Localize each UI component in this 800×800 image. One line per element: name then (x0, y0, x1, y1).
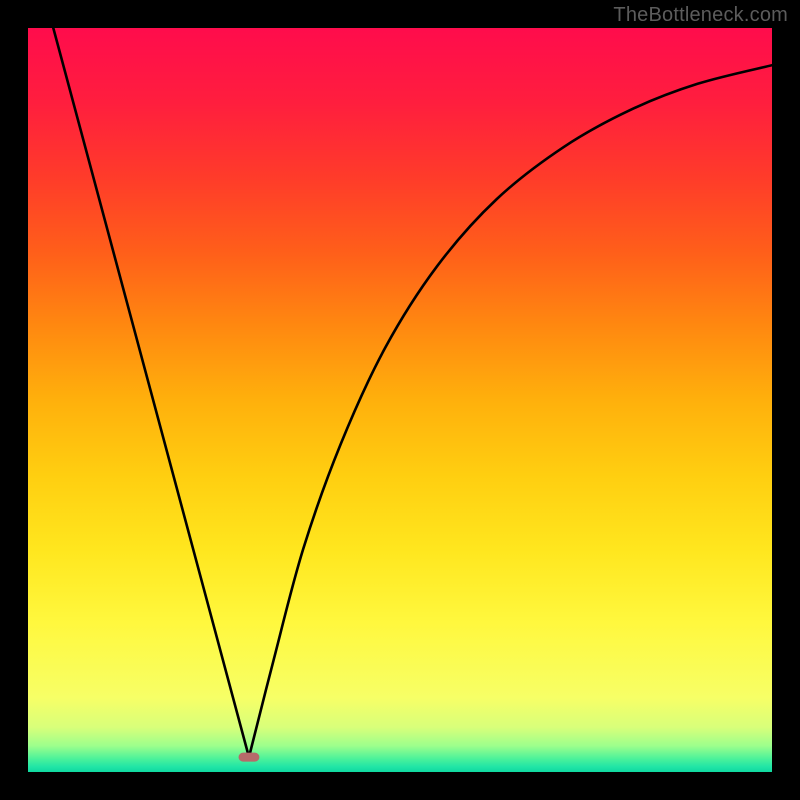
chart-svg (28, 28, 772, 772)
plot-area (28, 28, 772, 772)
watermark-text: TheBottleneck.com (613, 4, 788, 27)
vertex-marker (239, 753, 260, 762)
gradient-background (28, 28, 772, 772)
